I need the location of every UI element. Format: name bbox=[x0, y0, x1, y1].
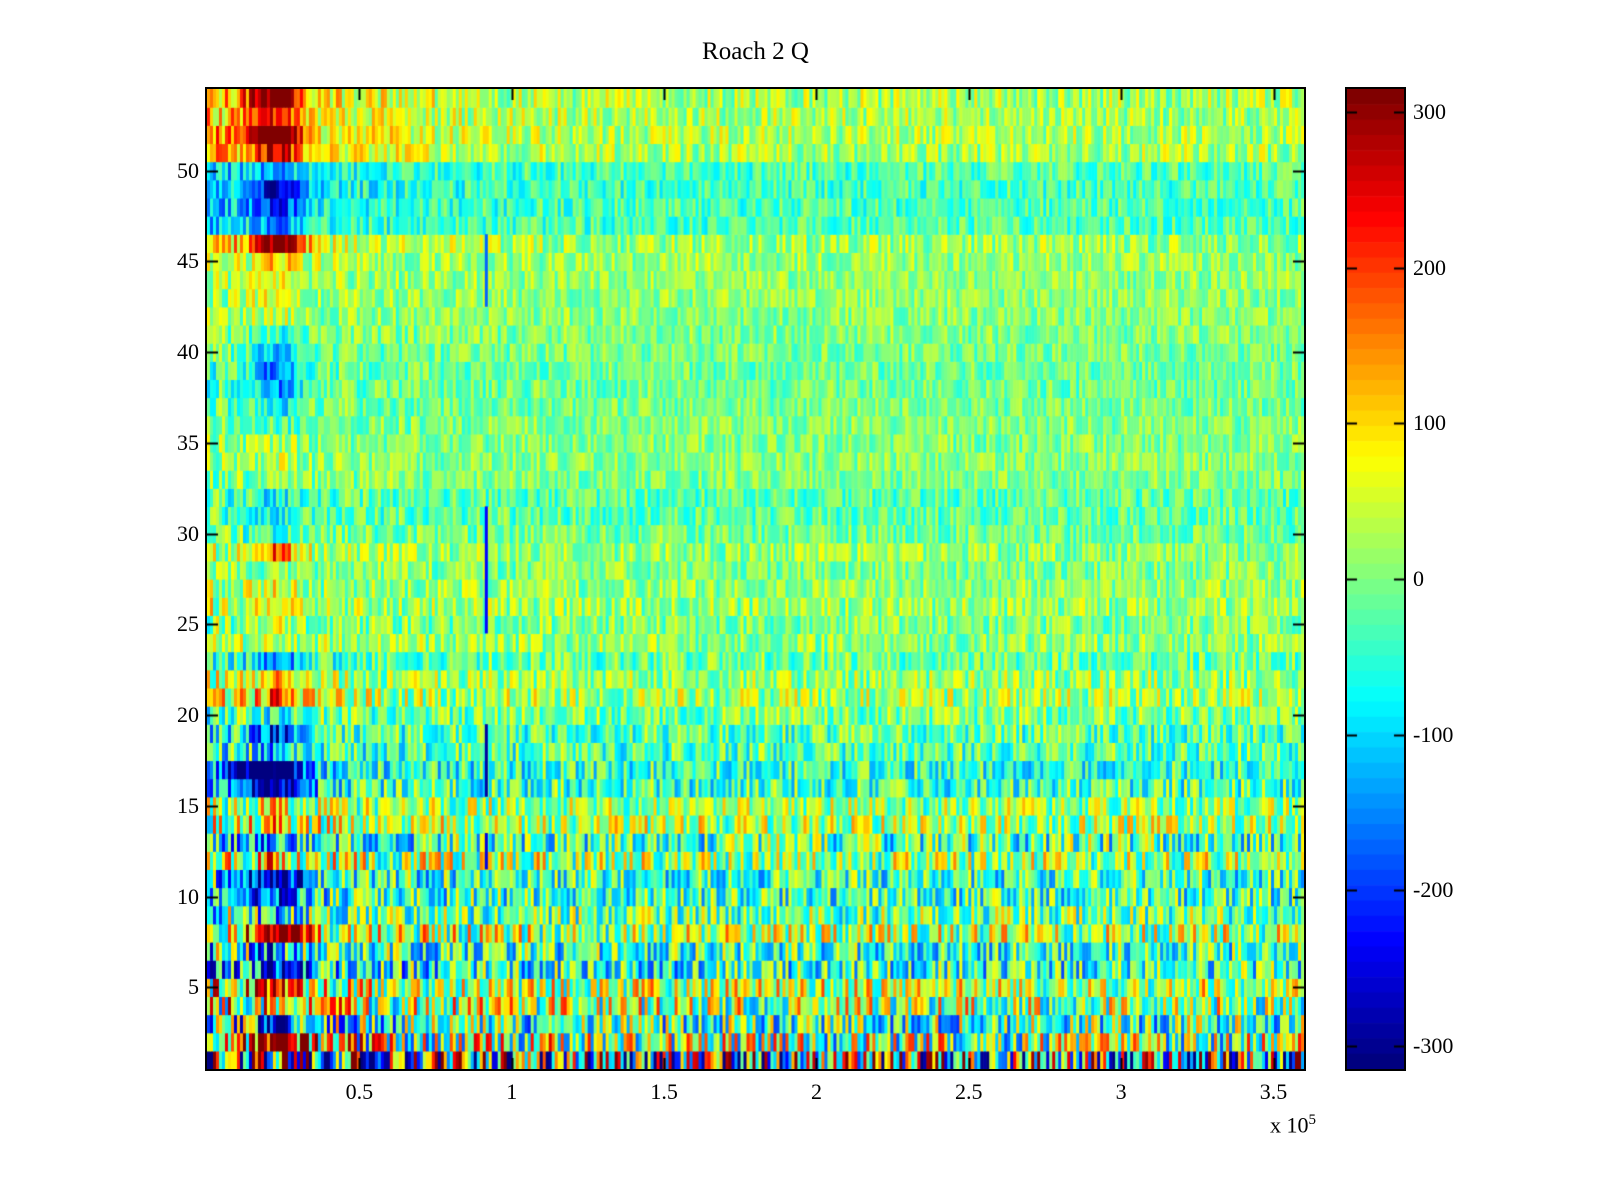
y-tick-label: 40 bbox=[177, 339, 199, 365]
colorbar-box bbox=[1345, 87, 1406, 1071]
y-tick-label: 15 bbox=[177, 792, 199, 818]
x-tick-label: 2.5 bbox=[955, 1079, 983, 1104]
y-tick-label: 25 bbox=[177, 611, 199, 637]
colorbar-canvas bbox=[1347, 89, 1404, 1069]
colorbar-tick-label: 100 bbox=[1413, 410, 1446, 436]
y-tick-label: 10 bbox=[177, 883, 199, 909]
x-tick-label: 3 bbox=[1115, 1079, 1127, 1104]
x-tick-label: 1 bbox=[506, 1079, 518, 1104]
heatmap-canvas bbox=[207, 89, 1304, 1069]
y-tick-label: 45 bbox=[177, 248, 199, 274]
y-tick-label: 30 bbox=[177, 520, 199, 546]
axes-box bbox=[205, 87, 1306, 1071]
y-tick-label: 50 bbox=[177, 157, 199, 183]
colorbar-tick-label: -300 bbox=[1413, 1032, 1454, 1058]
x-tick-label: 1.5 bbox=[650, 1079, 678, 1104]
y-tick-label: 20 bbox=[177, 702, 199, 728]
y-tick-label: 35 bbox=[177, 429, 199, 455]
colorbar-tick-label: 300 bbox=[1413, 99, 1446, 125]
colorbar-tick-label: -200 bbox=[1413, 877, 1454, 903]
x-tick-label: 3.5 bbox=[1259, 1079, 1288, 1104]
x-tick-label: 0.5 bbox=[345, 1079, 374, 1104]
plot-title: Roach 2 Q bbox=[702, 38, 809, 65]
colorbar-tick-label: -100 bbox=[1413, 721, 1454, 747]
colorbar-tick-label: 0 bbox=[1413, 566, 1424, 591]
x-axis-multiplier-exponent: 5 bbox=[1308, 1112, 1317, 1128]
x-axis-multiplier-base: x 10 bbox=[1270, 1112, 1309, 1138]
colorbar-tick-label: 200 bbox=[1413, 254, 1446, 280]
x-tick-label: 2 bbox=[810, 1079, 822, 1104]
x-axis-multiplier: x 105 bbox=[1150, 1112, 1316, 1138]
y-tick-label: 5 bbox=[188, 974, 199, 1000]
